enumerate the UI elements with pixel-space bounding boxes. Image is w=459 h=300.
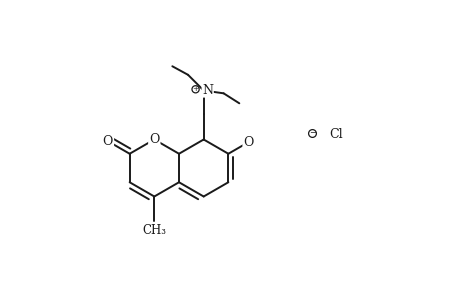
Text: N: N bbox=[202, 84, 213, 97]
Text: O: O bbox=[243, 136, 253, 148]
Text: −: − bbox=[308, 130, 315, 137]
Text: Cl: Cl bbox=[328, 128, 342, 142]
Text: +: + bbox=[192, 85, 198, 93]
Text: CH₃: CH₃ bbox=[142, 224, 166, 237]
Text: O: O bbox=[149, 133, 159, 146]
Text: O: O bbox=[102, 135, 113, 148]
